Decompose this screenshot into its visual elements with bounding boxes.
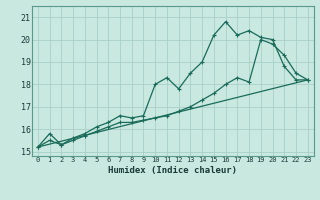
X-axis label: Humidex (Indice chaleur): Humidex (Indice chaleur): [108, 166, 237, 175]
